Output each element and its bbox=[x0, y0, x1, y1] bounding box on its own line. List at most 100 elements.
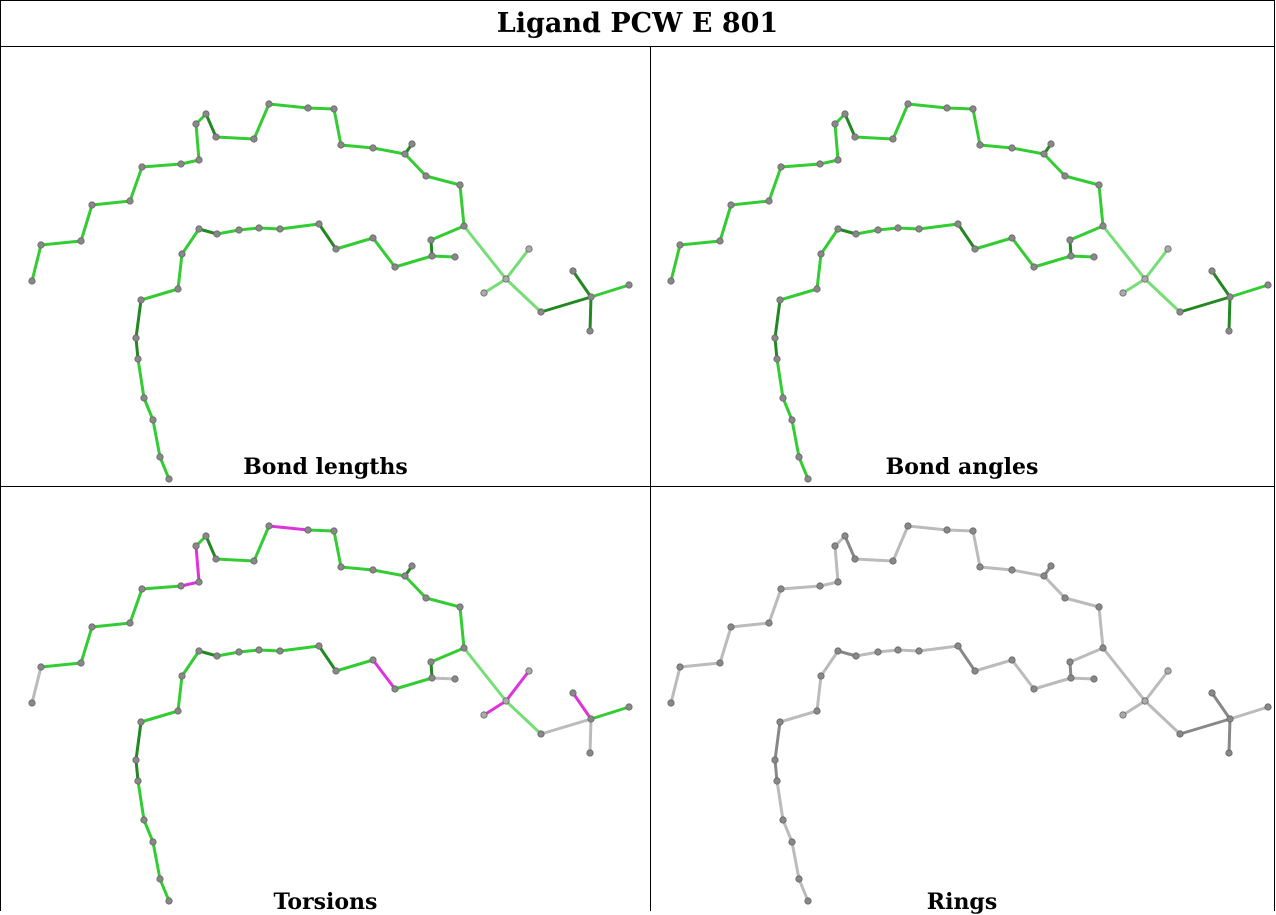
bond-lengths-bond bbox=[424, 174, 462, 187]
bond-angles-bond bbox=[815, 252, 823, 291]
rings-bond bbox=[854, 650, 880, 658]
bond-lengths-bond bbox=[317, 222, 338, 251]
rings-atom bbox=[1226, 715, 1234, 723]
bond-lengths-atom bbox=[156, 453, 164, 461]
torsions-bond bbox=[136, 779, 146, 822]
torsions-bond bbox=[194, 544, 201, 584]
rings-bond bbox=[729, 621, 771, 629]
bond-lengths-atom bbox=[537, 308, 545, 316]
rings-bond bbox=[891, 524, 910, 563]
rings-atom bbox=[954, 642, 962, 650]
bond-lengths-bond bbox=[278, 222, 321, 231]
torsions-bond bbox=[317, 644, 338, 673]
bond-lengths-bond bbox=[306, 106, 336, 111]
bond-angles-atom bbox=[889, 135, 897, 143]
bond-lengths-atom bbox=[195, 225, 203, 233]
bond-angles-atom bbox=[852, 230, 860, 238]
bond-angles-bond bbox=[906, 102, 949, 110]
bond-angles-atom bbox=[813, 285, 821, 293]
bond-lengths-bond bbox=[134, 298, 143, 340]
torsions-atom bbox=[132, 756, 140, 764]
rings-bond bbox=[1228, 705, 1270, 721]
bond-lengths-atom bbox=[212, 133, 220, 141]
bond-angles-bond bbox=[978, 143, 1014, 150]
torsions-atom bbox=[255, 646, 263, 654]
torsions-atom bbox=[276, 647, 284, 655]
rings-atom bbox=[817, 672, 825, 680]
torsions-atom bbox=[165, 897, 173, 905]
caption-bond-angles: Bond angles bbox=[885, 454, 1039, 480]
bond-angles-bond bbox=[945, 106, 975, 111]
bond-angles-bond bbox=[1101, 224, 1147, 281]
rings-bond bbox=[973, 658, 1014, 673]
torsions-atom bbox=[422, 594, 430, 602]
panel-torsions: Torsions bbox=[0, 486, 651, 915]
bond-lengths-atom bbox=[138, 163, 146, 171]
bond-angles-atom bbox=[779, 394, 787, 402]
bond-angles-atom bbox=[1040, 150, 1048, 158]
torsions-atom bbox=[408, 562, 416, 570]
rings-bond bbox=[1010, 568, 1046, 578]
torsions-bond bbox=[142, 818, 155, 844]
torsions-bond bbox=[462, 646, 508, 703]
rings-atom bbox=[727, 623, 735, 631]
rings-atom bbox=[1164, 667, 1172, 675]
bond-lengths-bond bbox=[30, 243, 43, 283]
bond-angles-atom bbox=[727, 201, 735, 209]
rings-atom bbox=[788, 838, 796, 846]
rings-atom bbox=[1208, 689, 1216, 697]
bond-angles-atom bbox=[777, 163, 785, 171]
rings-atom bbox=[1099, 644, 1107, 652]
bond-angles-bond bbox=[1121, 277, 1147, 295]
torsions-bond bbox=[371, 658, 397, 691]
bond-lengths-atom bbox=[126, 197, 134, 205]
rings-atom bbox=[1047, 562, 1055, 570]
torsions-bond bbox=[429, 646, 466, 664]
panel-bond-lengths: Bond lengths bbox=[0, 46, 651, 487]
bond-lengths-bond bbox=[128, 165, 144, 203]
torsions-atom bbox=[178, 672, 186, 680]
torsions-bond bbox=[151, 840, 162, 881]
torsions-bond bbox=[139, 709, 180, 724]
caption-bond-lengths: Bond lengths bbox=[243, 454, 408, 480]
bond-angles-bond bbox=[971, 107, 982, 147]
torsions-atom bbox=[192, 542, 200, 550]
bond-lengths-atom bbox=[177, 160, 185, 168]
bond-lengths-atom bbox=[149, 416, 157, 424]
bond-angles-bond bbox=[1210, 269, 1232, 299]
rings-bond bbox=[797, 877, 810, 903]
torsions-bond bbox=[214, 557, 256, 563]
rings-atom bbox=[676, 663, 684, 671]
torsions-bond bbox=[589, 705, 631, 721]
rings-atom bbox=[976, 563, 984, 571]
rings-atom bbox=[894, 646, 902, 654]
rings-atom bbox=[1264, 703, 1272, 711]
bond-lengths-bond bbox=[504, 277, 543, 314]
rings-bond bbox=[775, 779, 785, 822]
rings-atom bbox=[834, 578, 842, 586]
rings-bond bbox=[1227, 717, 1232, 755]
bond-lengths-atom bbox=[428, 252, 436, 260]
bond-lengths-atom bbox=[304, 104, 312, 112]
torsions-atom bbox=[337, 563, 345, 571]
panel-bond-angles: Bond angles bbox=[650, 46, 1275, 487]
bond-angles-bond bbox=[854, 228, 880, 236]
bond-angles-atom bbox=[773, 355, 781, 363]
rings-atom bbox=[971, 667, 979, 675]
bond-angles-atom bbox=[1141, 275, 1149, 283]
bond-angles-atom bbox=[1061, 172, 1069, 180]
torsions-bond bbox=[128, 587, 144, 625]
torsions-atom bbox=[202, 532, 210, 540]
bond-angles-bond bbox=[718, 203, 733, 243]
torsions-atom bbox=[569, 689, 577, 697]
rings-atom bbox=[1141, 697, 1149, 705]
torsions-bond bbox=[332, 529, 343, 569]
torsions-atom bbox=[332, 667, 340, 675]
bond-angles-atom bbox=[1008, 234, 1016, 242]
bond-lengths-bond bbox=[252, 102, 271, 141]
rings-atom bbox=[773, 777, 781, 785]
bond-lengths-atom bbox=[332, 245, 340, 253]
torsions-atom bbox=[586, 749, 594, 757]
bond-angles-bond bbox=[797, 455, 810, 481]
